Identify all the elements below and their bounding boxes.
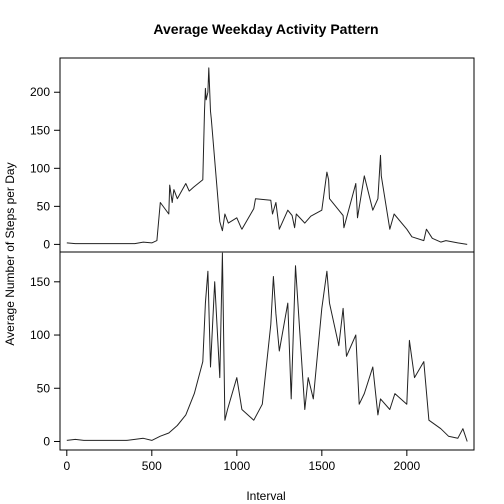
panel-top: 0 50 100 150 200: [30, 57, 475, 253]
y-axis-label: Average Number of Steps per Day: [3, 162, 17, 345]
panel-bottom: 0 50 100 150: [30, 251, 475, 451]
panel-top-series-line: [66, 67, 468, 245]
panel-top-y-axis: 0 50 100 150 200: [30, 85, 60, 251]
x-tick-label: 1000: [223, 459, 250, 473]
panel-bottom-y-tick-label: 100: [30, 328, 50, 342]
x-tick-label: 1500: [308, 459, 335, 473]
x-tick-label: 0: [63, 459, 70, 473]
x-axis-label: Interval: [246, 489, 285, 503]
panel-bottom-y-tick-label: 0: [43, 434, 50, 448]
x-axis: 0 500 1000 1500 2000: [63, 450, 421, 473]
panel-top-y-tick-label: 150: [30, 123, 50, 137]
panel-top-y-tick-label: 0: [43, 237, 50, 251]
panel-bottom-y-axis: 0 50 100 150: [30, 275, 60, 448]
panel-top-frame: [59, 57, 475, 253]
panel-bottom-series-line: [66, 252, 468, 442]
panel-bottom-y-tick-label: 50: [37, 381, 51, 395]
panel-top-y-tick-label: 100: [30, 161, 50, 175]
panel-top-y-tick-label: 50: [37, 199, 51, 213]
panel-bottom-y-tick-label: 150: [30, 275, 50, 289]
x-tick-label: 2000: [393, 459, 420, 473]
chart-title: Average Weekday Activity Pattern: [153, 21, 378, 37]
panel-bottom-frame: [59, 251, 475, 451]
x-tick-label: 500: [142, 459, 162, 473]
panel-top-y-tick-label: 200: [30, 85, 50, 99]
